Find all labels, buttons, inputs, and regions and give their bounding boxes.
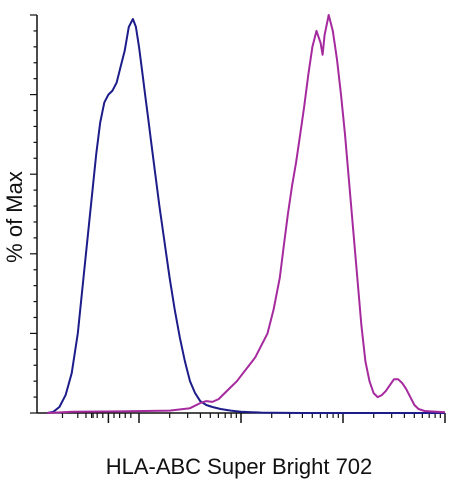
- x-axis-label: HLA-ABC Super Bright 702: [106, 454, 373, 479]
- histogram-series-1: [47, 18, 445, 414]
- series-layer: [47, 14, 446, 414]
- axes: [30, 14, 446, 423]
- histogram-series-2: [47, 14, 446, 414]
- y-axis-label: % of Max: [2, 171, 27, 263]
